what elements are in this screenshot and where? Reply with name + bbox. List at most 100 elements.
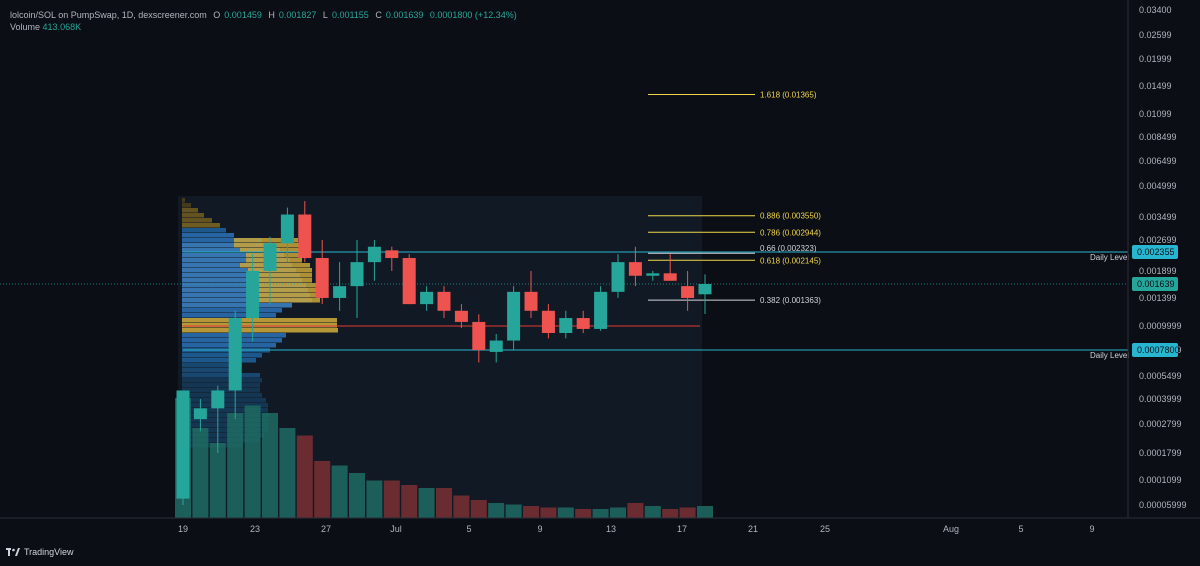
volume-profile-bar: [182, 378, 262, 383]
volume-profile-bar: [182, 258, 290, 263]
candle-body[interactable]: [437, 291, 451, 311]
candle-body[interactable]: [315, 258, 329, 298]
candle-body[interactable]: [228, 318, 242, 391]
time-axis-tick-label: Aug: [943, 524, 959, 534]
price-badge-label: 0.002355: [1137, 247, 1175, 257]
price-axis-tick-label: 0.003499: [1139, 212, 1177, 222]
price-axis-tick-label: 0.0005499: [1139, 371, 1182, 381]
volume-profile-bar: [182, 308, 282, 313]
price-badge-label: 0.0007800: [1137, 345, 1180, 355]
volume-profile-bar: [182, 278, 302, 283]
candle-body[interactable]: [298, 214, 312, 259]
candle-body[interactable]: [559, 318, 573, 333]
candle-body[interactable]: [611, 262, 625, 292]
volume-profile-bar: [182, 423, 268, 428]
volume-legend: Volume 413.068K: [10, 22, 81, 32]
fib-level-label: 0.786 (0.002944): [760, 228, 821, 237]
volume-profile-bar: [182, 368, 236, 373]
candle-body[interactable]: [263, 243, 277, 271]
candle-body[interactable]: [663, 273, 677, 281]
volume-profile-bar: [252, 278, 312, 283]
volume-bar: [644, 506, 661, 518]
time-axis-tick-label: 13: [606, 524, 616, 534]
time-axis-tick-label: 19: [178, 524, 188, 534]
volume-profile-bar: [182, 403, 268, 408]
candle-body[interactable]: [246, 270, 260, 319]
volume-profile-bar: [182, 243, 272, 248]
candle-body[interactable]: [594, 291, 608, 329]
candle-body[interactable]: [402, 258, 416, 305]
price-axis-tick-label: 0.00005999: [1139, 500, 1187, 510]
candle-body[interactable]: [350, 262, 364, 287]
candle-body[interactable]: [211, 390, 225, 409]
candle-body[interactable]: [698, 284, 712, 295]
fib-level-label: 1.618 (0.01365): [760, 90, 817, 99]
fib-level-label: 0.886 (0.003550): [760, 212, 821, 221]
volume-profile-bar: [182, 233, 234, 238]
candle-body[interactable]: [367, 246, 381, 263]
price-axis-tick-label: 0.0001799: [1139, 448, 1182, 458]
price-axis-tick-label: 0.008499: [1139, 132, 1177, 142]
daily-level-label: Daily Level: [1090, 253, 1129, 262]
volume-bar: [453, 495, 470, 518]
volume-bar: [227, 413, 244, 518]
candle-body[interactable]: [507, 291, 521, 341]
price-axis-tick-label: 0.006499: [1139, 156, 1177, 166]
volume-bar: [627, 503, 644, 518]
candle-body[interactable]: [628, 262, 642, 276]
fib-level-label: 0.382 (0.001363): [760, 296, 821, 305]
volume-profile-bar: [182, 228, 226, 233]
volume-profile-bar: [182, 208, 198, 213]
candle-body[interactable]: [472, 321, 486, 350]
volume-profile-bar: [182, 373, 260, 378]
volume-profile-bar: [182, 268, 296, 273]
volume-profile-bar: [248, 268, 312, 273]
volume-bar: [557, 507, 574, 518]
volume-profile-bar: [182, 318, 337, 323]
time-axis-tick-label: 9: [1089, 524, 1094, 534]
candle-body[interactable]: [385, 250, 399, 259]
volume-profile-bar: [182, 433, 264, 438]
candle-body[interactable]: [333, 286, 347, 298]
price-axis-tick-label: 0.002699: [1139, 235, 1177, 245]
candle-body[interactable]: [489, 340, 503, 352]
volume-profile-bar: [182, 413, 270, 418]
candle-body[interactable]: [541, 310, 555, 333]
open-label: O: [213, 10, 221, 20]
candle-body[interactable]: [420, 291, 434, 305]
price-axis-tick-label: 0.001399: [1139, 293, 1177, 303]
volume-bar: [401, 485, 418, 518]
price-badge: [1132, 277, 1178, 292]
time-axis-tick-label: 21: [748, 524, 758, 534]
volume-profile-bar: [182, 213, 204, 218]
price-badge-label: 0.001639: [1137, 279, 1175, 289]
volume-profile-bar: [182, 218, 212, 223]
volume-bar: [383, 480, 400, 518]
price-axis-tick-label: 0.001899: [1139, 266, 1177, 276]
volume-profile-bar: [182, 388, 260, 393]
volume-profile-bar: [182, 328, 338, 333]
price-axis-tick-label: 0.0009999: [1139, 321, 1182, 331]
candle-body[interactable]: [646, 273, 660, 276]
tradingview-brand[interactable]: TradingView: [6, 547, 74, 557]
volume-bar: [331, 465, 348, 518]
volume-bar: [262, 413, 278, 518]
fib-level-label: 0.66 (0.002323): [760, 244, 817, 253]
symbol-title: lolcoin/SOL on PumpSwap, 1D, dexscreener…: [10, 10, 207, 20]
candle-body[interactable]: [576, 318, 590, 329]
candle-body[interactable]: [454, 310, 468, 322]
candle-body[interactable]: [280, 214, 294, 244]
candle-body[interactable]: [681, 286, 695, 298]
volume-bar: [592, 509, 609, 518]
volume-profile-bar: [182, 223, 220, 228]
candle-body[interactable]: [193, 408, 207, 420]
high-value: 0.001827: [278, 10, 317, 20]
high-label: H: [268, 10, 275, 20]
volume-profile-bar: [182, 248, 280, 253]
volume-profile-bar: [254, 283, 316, 288]
volume-profile-bar: [182, 358, 256, 363]
candle-body[interactable]: [176, 390, 190, 499]
candle-body[interactable]: [524, 291, 538, 311]
